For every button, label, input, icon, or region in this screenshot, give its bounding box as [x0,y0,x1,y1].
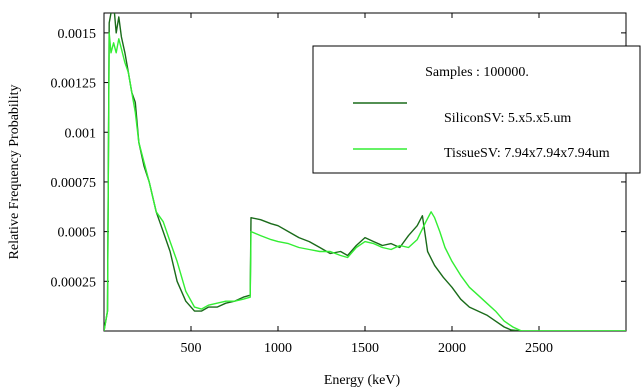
x-axis: 500 1000 1500 2000 2500 [181,13,553,356]
series-lines [104,13,626,331]
x-tick-label: 2000 [438,341,466,356]
legend-header: Samples : 100000. [425,65,529,80]
y-tick-label: 0.001 [65,126,97,141]
x-tick-label: 500 [181,341,202,356]
y-axis-title: Relative Frequency Probability [7,85,22,260]
y-tick-label: 0.00075 [51,176,97,191]
x-tick-label: 2500 [525,341,553,356]
y-tick-label: 0.00125 [51,77,97,92]
y-tick-label: 0.00025 [51,275,97,290]
legend-box [312,45,641,174]
legend-label-silicon: SiliconSV: 5.x5.x5.um [444,111,571,126]
series-line-tissue [104,32,626,331]
y-tick-label: 0.0005 [58,226,97,241]
x-tick-label: 1000 [264,341,292,356]
legend: Samples : 100000. SiliconSV: 5.x5.x5.um … [312,45,641,174]
x-axis-title: Energy (keV) [324,373,401,388]
y-tick-label: 0.0015 [58,27,97,42]
legend-label-tissue: TissueSV: 7.94x7.94x7.94um [444,146,610,161]
x-tick-label: 1500 [351,341,379,356]
y-axis: 0.00025 0.0005 0.00075 0.001 0.00125 0.0015 [51,27,626,290]
